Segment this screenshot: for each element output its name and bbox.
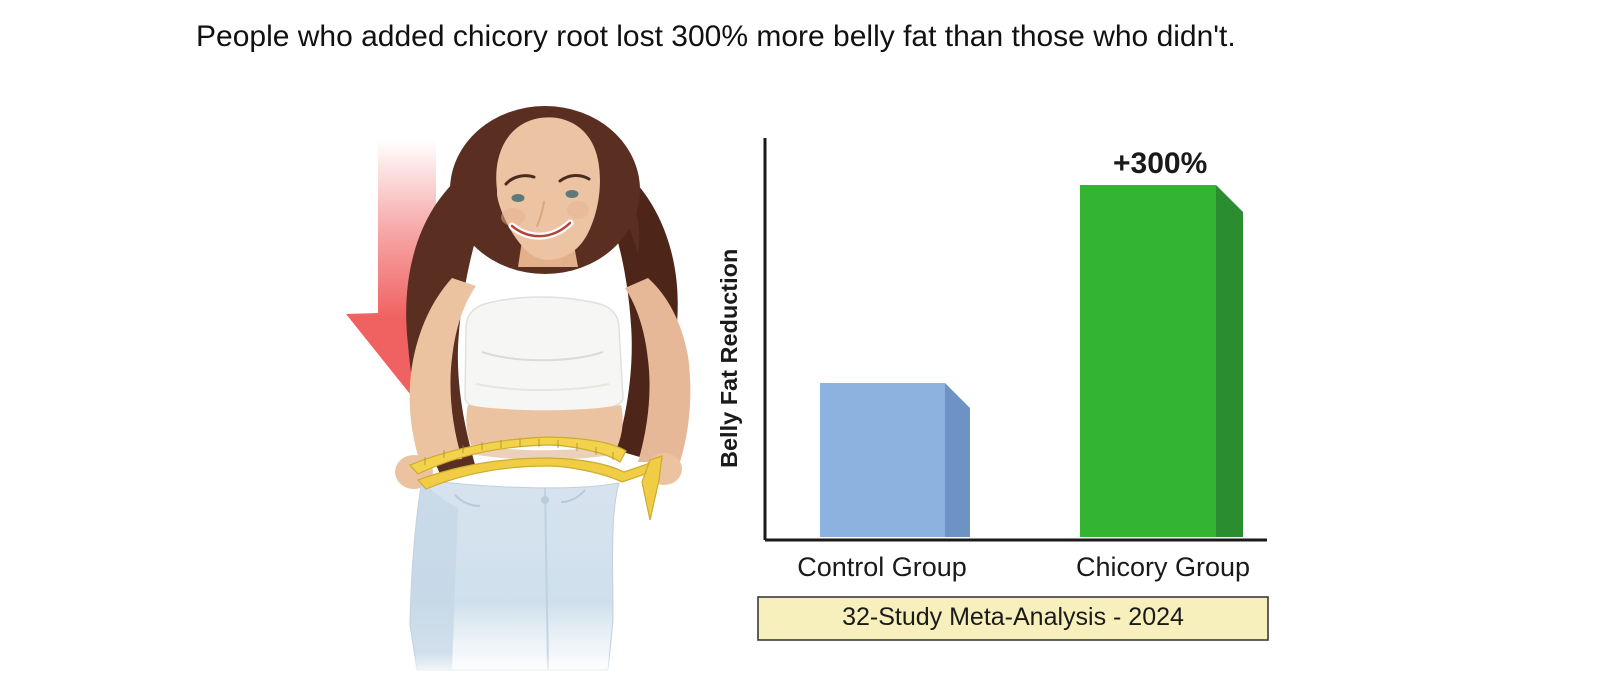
svg-text:Chicory Group: Chicory Group (1076, 552, 1250, 582)
svg-text:+300%: +300% (1113, 147, 1207, 180)
svg-text:32-Study Meta-Analysis - 2024: 32-Study Meta-Analysis - 2024 (842, 603, 1184, 631)
svg-text:Belly Fat Reduction: Belly Fat Reduction (716, 249, 742, 468)
svg-text:Control Group: Control Group (797, 552, 967, 582)
